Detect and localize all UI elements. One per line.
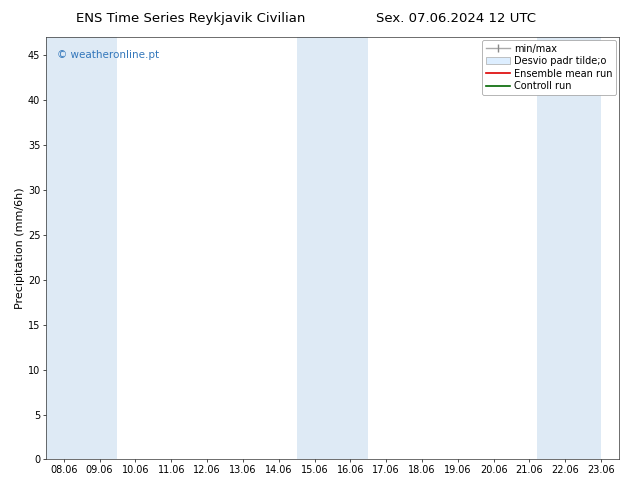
Bar (46, 37, 117, 460)
Legend: min/max, Desvio padr tilde;o, Ensemble mean run, Controll run: min/max, Desvio padr tilde;o, Ensemble m… (482, 40, 616, 95)
Text: ENS Time Series Reykjavik Civilian: ENS Time Series Reykjavik Civilian (75, 12, 305, 25)
Y-axis label: Precipitation (mm/6h): Precipitation (mm/6h) (15, 188, 25, 309)
Bar (297, 37, 368, 460)
Text: Sex. 07.06.2024 12 UTC: Sex. 07.06.2024 12 UTC (377, 12, 536, 25)
Bar (536, 37, 601, 460)
Text: © weatheronline.pt: © weatheronline.pt (57, 49, 159, 60)
